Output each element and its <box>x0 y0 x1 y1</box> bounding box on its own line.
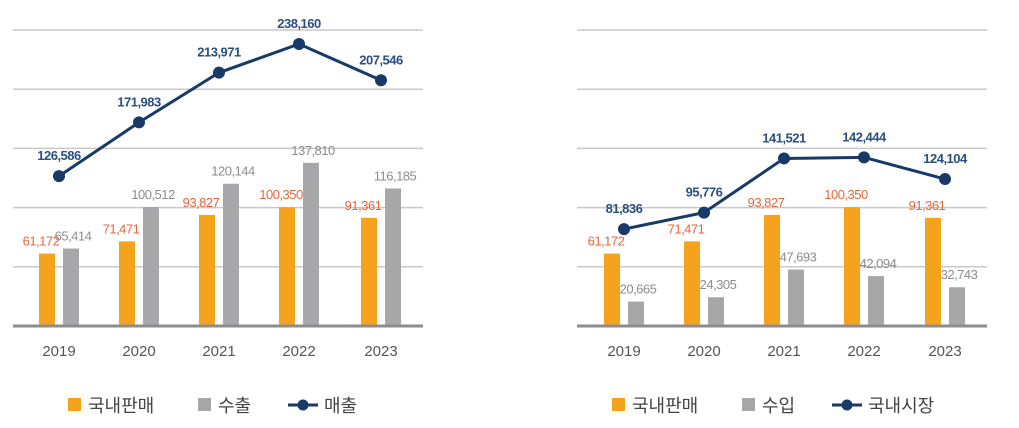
x-tick-label: 2020 <box>122 343 155 360</box>
bar-수출-2023 <box>385 188 401 326</box>
chart-2: 61,172 20,665 2019 71,471 24,305 2020 93,827 47… <box>577 29 987 416</box>
bar-국내판매-2020 <box>684 241 700 326</box>
data-label: 213,971 <box>197 45 241 60</box>
legend-label: 국내판매 <box>88 396 154 416</box>
bar-국내판매-2020 <box>119 241 135 326</box>
legend: 국내판매 수입 국내시장 <box>612 396 934 416</box>
line-point <box>293 38 305 51</box>
data-label: 120,144 <box>211 164 255 179</box>
data-label: 65,414 <box>55 229 92 244</box>
data-label: 81,836 <box>606 201 643 216</box>
x-tick-label: 2021 <box>202 343 235 360</box>
bar-수출-2020 <box>143 206 159 326</box>
legend-label: 수입 <box>762 396 795 416</box>
line-point <box>939 173 951 186</box>
data-label: 42,094 <box>860 256 897 271</box>
bar-수입-2020 <box>708 297 724 326</box>
data-label: 93,827 <box>183 195 220 210</box>
legend-label: 매출 <box>324 396 357 416</box>
legend: 국내판매 수출 매출 <box>68 396 357 416</box>
data-label: 124,104 <box>923 151 968 166</box>
data-label: 207,546 <box>359 52 403 67</box>
bar-수입-2019 <box>628 301 644 326</box>
bar-국내판매-2019 <box>39 253 55 326</box>
data-label: 91,361 <box>345 198 382 213</box>
legend-marker <box>297 399 309 411</box>
line-point <box>618 223 630 236</box>
data-label: 100,350 <box>259 187 303 202</box>
x-tick-label: 2023 <box>928 343 961 360</box>
data-label: 116,185 <box>374 168 417 183</box>
line-point <box>698 206 710 219</box>
bar-수출-2021 <box>223 183 239 326</box>
data-label: 171,983 <box>117 94 161 109</box>
data-label: 100,512 <box>131 187 175 202</box>
data-label: 95,776 <box>686 185 723 200</box>
bar-국내판매-2023 <box>361 217 377 326</box>
legend-swatch <box>68 398 81 411</box>
x-tick-label: 2021 <box>767 343 800 360</box>
bar-수출-2022 <box>303 162 319 326</box>
bar-수출-2019 <box>63 248 79 326</box>
line-point <box>213 66 225 79</box>
data-label: 93,827 <box>748 195 785 210</box>
x-tick-label: 2022 <box>847 343 880 360</box>
x-tick-label: 2022 <box>282 343 315 360</box>
x-tick-label: 2019 <box>607 343 640 360</box>
data-label: 24,305 <box>700 277 737 292</box>
bar-국내판매-2021 <box>199 214 215 326</box>
line-국내시장 <box>623 155 946 231</box>
data-label: 141,521 <box>762 130 806 145</box>
legend-marker <box>841 399 853 411</box>
data-label: 47,693 <box>780 250 817 265</box>
line-point <box>133 116 145 129</box>
data-label: 137,810 <box>291 143 335 158</box>
data-label: 100,350 <box>824 187 868 202</box>
line-point <box>375 74 387 87</box>
legend-label: 국내시장 <box>868 396 934 416</box>
bar-국내판매-2022 <box>844 207 860 326</box>
data-label: 20,665 <box>620 282 657 297</box>
legend-label: 수출 <box>218 396 251 416</box>
data-label: 91,361 <box>909 198 946 213</box>
bar-국내판매-2022 <box>279 207 295 326</box>
data-label: 142,444 <box>842 129 887 144</box>
x-tick-label: 2023 <box>364 343 397 360</box>
legend-swatch <box>742 398 755 411</box>
data-label: 126,586 <box>37 148 81 163</box>
x-tick-label: 2020 <box>687 343 720 360</box>
bar-수입-2021 <box>788 269 804 326</box>
data-label: 61,172 <box>588 234 625 249</box>
bar-수입-2022 <box>868 276 884 326</box>
line-point <box>53 170 65 183</box>
legend-swatch <box>198 398 211 411</box>
legend-label: 국내판매 <box>632 396 698 416</box>
data-label: 32,743 <box>941 267 978 282</box>
bar-국내판매-2023 <box>925 217 941 326</box>
line-point <box>858 151 870 164</box>
line-point <box>778 152 790 165</box>
data-label: 238,160 <box>277 16 321 31</box>
legend-swatch <box>612 398 625 411</box>
bar-국내판매-2021 <box>764 214 780 326</box>
data-label: 61,172 <box>23 234 60 249</box>
x-tick-label: 2019 <box>42 343 75 360</box>
data-label: 71,471 <box>668 221 705 236</box>
data-label: 71,471 <box>103 221 140 236</box>
bar-수입-2023 <box>949 287 965 326</box>
bar-국내판매-2019 <box>604 253 620 326</box>
